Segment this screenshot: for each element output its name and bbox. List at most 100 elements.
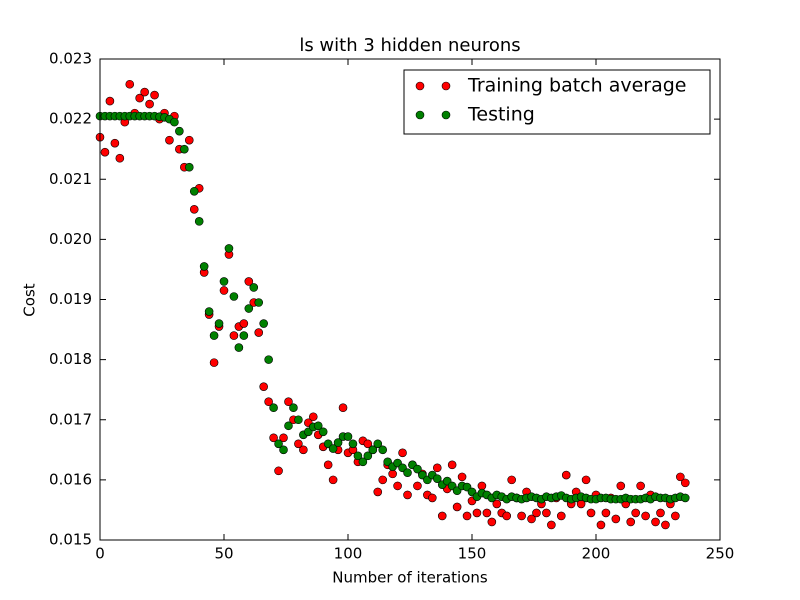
- data-point: [323, 460, 333, 470]
- data-point: [437, 511, 447, 521]
- data-point: [239, 319, 249, 328]
- data-point: [284, 421, 293, 431]
- data-point: [165, 135, 174, 145]
- data-point: [244, 304, 254, 313]
- data-point: [259, 382, 268, 391]
- legend-marker: [441, 110, 451, 120]
- data-point: [358, 457, 368, 467]
- data-point: [507, 475, 516, 485]
- data-point: [363, 451, 373, 461]
- data-point: [680, 493, 690, 503]
- data-point: [398, 448, 407, 458]
- data-point: [284, 397, 293, 407]
- data-point: [254, 328, 264, 337]
- data-point: [259, 319, 268, 328]
- data-point: [115, 153, 125, 163]
- data-point: [517, 511, 526, 521]
- data-point: [189, 205, 199, 214]
- x-tick-label: 150: [458, 545, 487, 563]
- data-point: [492, 499, 502, 509]
- data-point: [413, 481, 422, 491]
- data-point: [616, 481, 626, 491]
- data-point: [532, 508, 541, 518]
- data-point: [432, 474, 442, 483]
- data-point: [234, 343, 244, 352]
- data-point: [676, 472, 685, 482]
- data-point: [145, 99, 154, 109]
- data-point: [194, 217, 204, 226]
- data-point: [432, 463, 442, 473]
- y-tick-label: 0.015: [49, 531, 92, 549]
- data-point: [626, 517, 636, 527]
- legend-label: Testing: [467, 104, 535, 126]
- chart-title: ls with 3 hidden neurons: [299, 35, 520, 56]
- data-point: [264, 397, 273, 407]
- data-point: [378, 475, 388, 485]
- data-point: [641, 511, 650, 521]
- data-point: [333, 438, 343, 447]
- data-point: [462, 511, 472, 521]
- data-point: [229, 331, 239, 340]
- y-tick-label: 0.020: [49, 230, 92, 248]
- data-point: [556, 511, 566, 521]
- x-tick-label: 200: [582, 545, 611, 563]
- plot-frame: [99, 58, 721, 541]
- data-point: [209, 358, 219, 367]
- data-point: [184, 162, 194, 172]
- data-point: [343, 432, 353, 441]
- data-point: [561, 470, 571, 480]
- data-point: [244, 277, 254, 286]
- y-tick-label: 0.021: [49, 170, 92, 188]
- y-tick-label: 0.019: [49, 290, 92, 308]
- data-point: [452, 502, 462, 512]
- data-point: [403, 468, 412, 477]
- data-point: [393, 481, 402, 491]
- data-point: [542, 508, 551, 518]
- data-point: [219, 286, 229, 295]
- data-point: [527, 514, 536, 524]
- data-point: [680, 478, 690, 488]
- x-tick-label: 100: [334, 545, 363, 563]
- x-tick-label: 0: [95, 545, 105, 563]
- legend-marker: [415, 110, 425, 120]
- data-point: [457, 472, 467, 482]
- data-point: [661, 520, 670, 530]
- data-point: [363, 439, 373, 449]
- data-point: [239, 331, 249, 340]
- data-point: [140, 87, 149, 97]
- data-point: [224, 244, 234, 253]
- data-point: [269, 433, 278, 443]
- data-point: [313, 421, 323, 431]
- data-point: [105, 96, 115, 106]
- x-tick-label: 50: [214, 545, 233, 563]
- data-point: [219, 277, 229, 286]
- data-point: [214, 319, 224, 328]
- data-point: [209, 331, 219, 340]
- data-point: [294, 415, 303, 425]
- data-point: [547, 520, 556, 530]
- data-point: [264, 355, 273, 364]
- data-point: [373, 439, 383, 449]
- data-point: [338, 403, 348, 413]
- data-point: [656, 508, 665, 518]
- legend-marker: [415, 81, 425, 91]
- data-point: [199, 262, 209, 271]
- data-point: [353, 451, 363, 461]
- data-point: [180, 144, 189, 154]
- y-tick-label: 0.018: [49, 350, 92, 368]
- y-axis-label: Cost: [21, 283, 39, 316]
- data-point: [229, 292, 239, 301]
- data-point: [413, 464, 422, 474]
- data-point: [175, 126, 184, 136]
- data-point: [482, 508, 492, 518]
- data-point: [596, 520, 606, 530]
- x-axis-label: Number of iterations: [332, 569, 488, 587]
- data-point: [294, 439, 303, 449]
- y-tick-label: 0.017: [49, 410, 92, 428]
- data-point: [170, 117, 179, 127]
- data-point: [204, 307, 214, 316]
- data-point: [189, 186, 199, 196]
- data-point: [487, 517, 497, 527]
